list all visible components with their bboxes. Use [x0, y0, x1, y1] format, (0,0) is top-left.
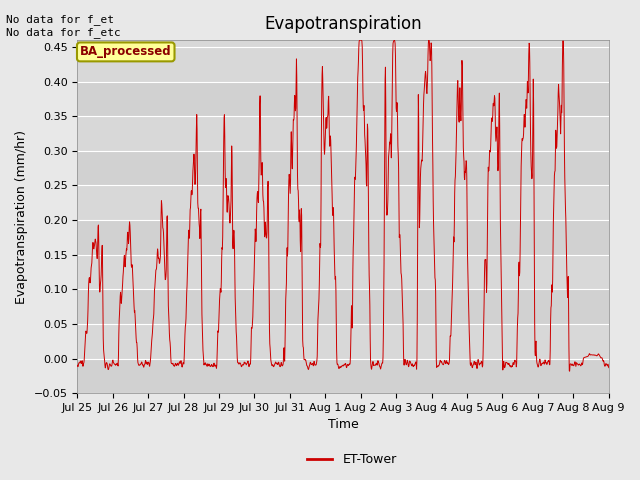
- Y-axis label: Evapotranspiration (mm/hr): Evapotranspiration (mm/hr): [15, 130, 28, 304]
- Legend: ET-Tower: ET-Tower: [302, 448, 402, 471]
- Bar: [77, 82, 609, 116]
- Title: Evapotranspiration: Evapotranspiration: [264, 15, 422, 33]
- Bar: [77, 359, 609, 393]
- Bar: [77, 289, 609, 324]
- Bar: [77, 151, 609, 185]
- Text: BA_processed: BA_processed: [80, 46, 172, 59]
- Bar: [77, 220, 609, 255]
- Text: No data for f_et
No data for f_etc: No data for f_et No data for f_etc: [6, 14, 121, 38]
- X-axis label: Time: Time: [328, 419, 358, 432]
